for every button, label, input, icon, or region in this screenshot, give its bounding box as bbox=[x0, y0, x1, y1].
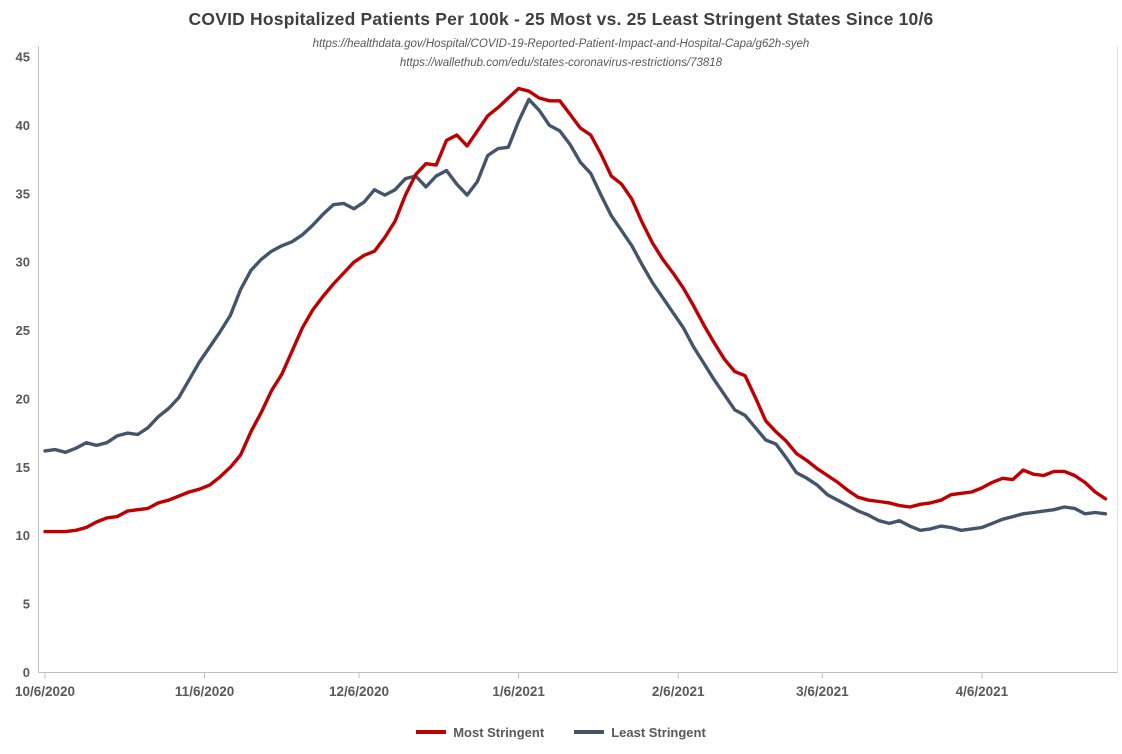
chart-title: COVID Hospitalized Patients Per 100k - 2… bbox=[188, 9, 934, 29]
x-axis-tick-label: 11/6/2020 bbox=[175, 684, 234, 699]
y-axis-tick-label: 10 bbox=[16, 528, 30, 543]
y-axis-tick-label: 15 bbox=[16, 460, 30, 475]
y-axis-tick-label: 0 bbox=[23, 665, 30, 680]
x-axis-tick-label: 3/6/2021 bbox=[796, 684, 849, 699]
source-url-wallethub: https://wallethub.com/edu/states-coronav… bbox=[399, 57, 723, 69]
x-axis-tick-label: 10/6/2020 bbox=[15, 684, 75, 699]
most-stringent-line bbox=[43, 86, 1108, 534]
y-axis-tick-label: 25 bbox=[16, 323, 30, 338]
y-axis-tick-label: 5 bbox=[23, 597, 30, 612]
legend-label-most-stringent: Most Stringent bbox=[453, 724, 545, 740]
legend-label-least-stringent: Least Stringent bbox=[611, 724, 706, 740]
most-stringent-line-swatch bbox=[416, 730, 447, 734]
legend-item-least-stringent: Least Stringent bbox=[574, 725, 706, 740]
least-stringent-line bbox=[43, 97, 1108, 532]
y-axis-tick-label: 35 bbox=[16, 186, 30, 201]
x-axis-tick-label: 12/6/2020 bbox=[329, 684, 389, 699]
least-stringent-line-swatch bbox=[574, 730, 605, 734]
legend-item-most-stringent: Most Stringent bbox=[416, 725, 544, 740]
chart-legend: Most Stringent Least Stringent bbox=[0, 716, 1122, 748]
x-axis-tick-label: 4/6/2021 bbox=[956, 684, 1009, 699]
x-axis-tick-label: 2/6/2021 bbox=[652, 684, 705, 699]
source-url-healthdata: https://healthdata.gov/Hospital/COVID-19… bbox=[312, 38, 810, 50]
y-axis-tick-label: 30 bbox=[16, 255, 30, 270]
y-axis-tick-label: 20 bbox=[16, 391, 30, 406]
y-axis-tick-label: 45 bbox=[16, 50, 30, 65]
y-axis-tick-label: 40 bbox=[16, 118, 30, 133]
x-axis-tick-label: 1/6/2021 bbox=[492, 684, 545, 699]
